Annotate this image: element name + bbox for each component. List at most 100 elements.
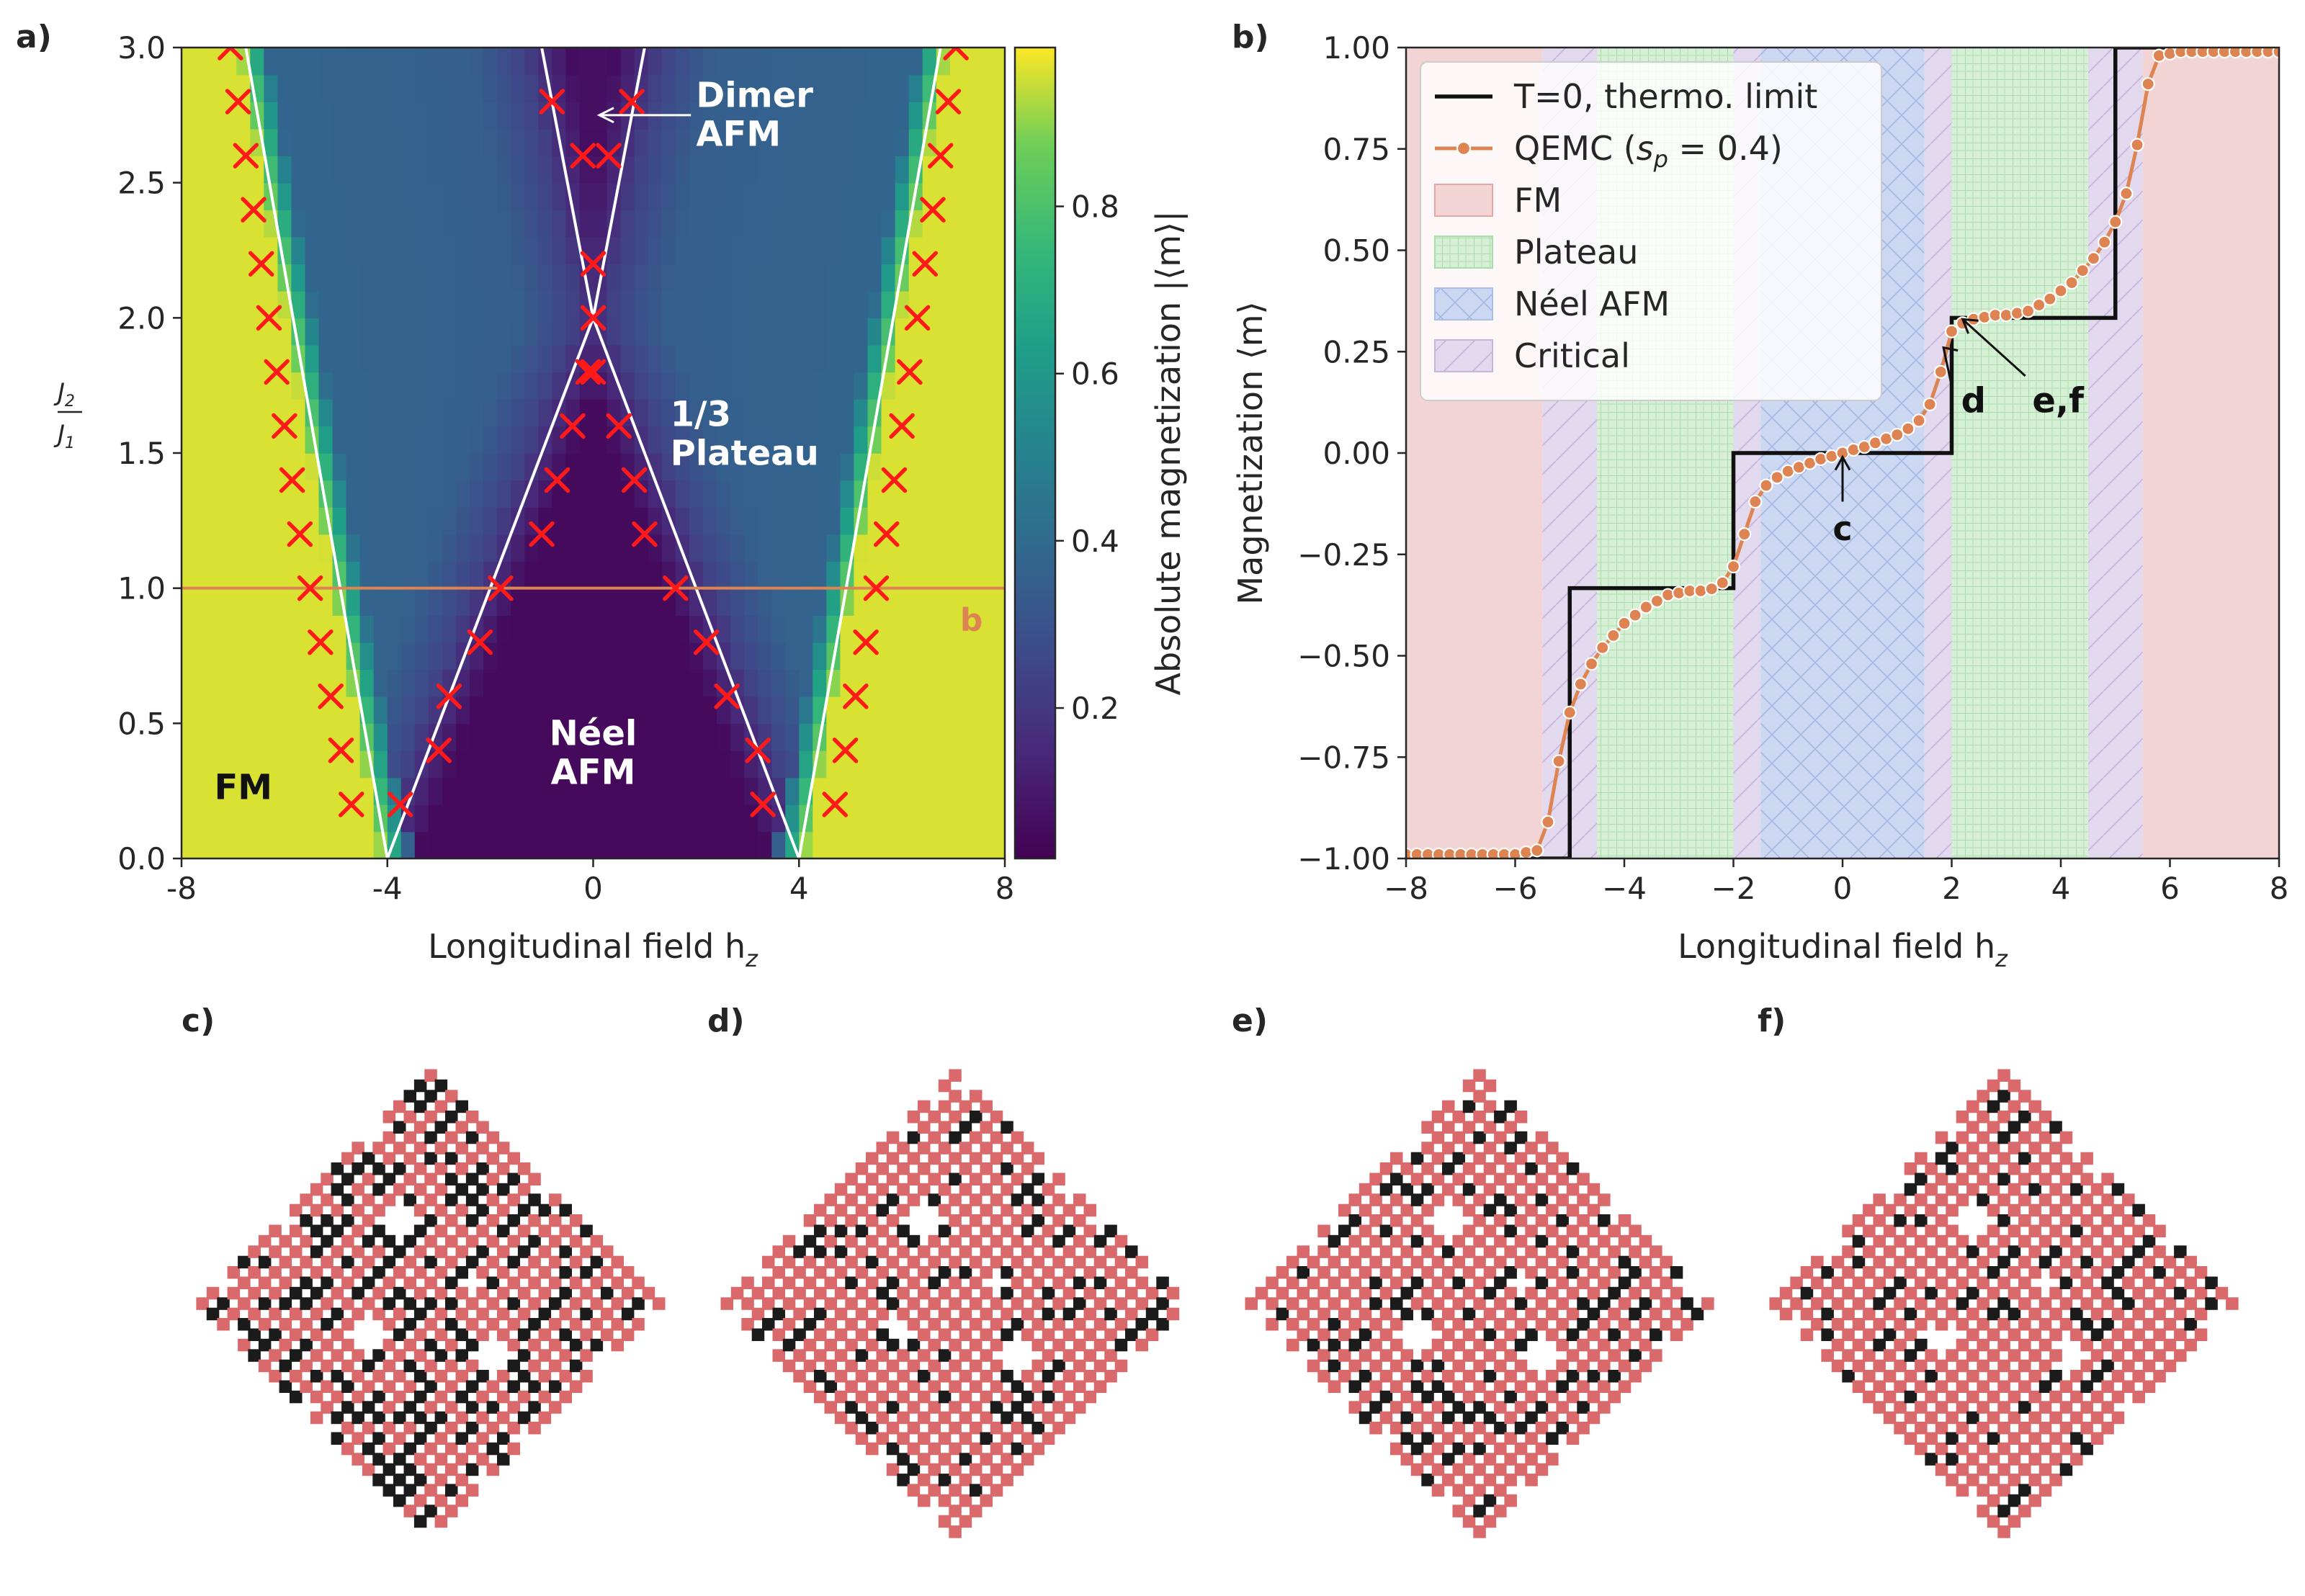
spin-down (507, 1173, 520, 1185)
heatmap-cell (661, 210, 676, 238)
heatmap-cell (428, 804, 443, 833)
heatmap-cell (359, 642, 375, 670)
spin-up (538, 1349, 552, 1362)
heatmap-cell (675, 804, 690, 833)
heatmap-cell (209, 561, 223, 589)
spin-up (2194, 1307, 2208, 1321)
spin-up (1494, 1505, 1507, 1517)
heatmap-cell (456, 210, 470, 238)
spin-up (1535, 1297, 1549, 1310)
spin-down (1566, 1266, 1580, 1279)
spin-up (549, 1401, 562, 1414)
heatmap-cell (634, 777, 649, 805)
spin-up (1462, 1203, 1476, 1217)
spin-up (782, 1359, 796, 1373)
spin-up (1525, 1432, 1538, 1445)
heatmap-cell (620, 588, 635, 616)
spin-up (1286, 1297, 1299, 1310)
heatmap-cell (552, 236, 567, 264)
spin-up (2101, 1214, 2114, 1227)
spin-down (569, 1338, 583, 1352)
heatmap-cell (332, 426, 347, 454)
spin-down (1587, 1370, 1601, 1383)
spin-down (1338, 1224, 1351, 1237)
qemc-point (2032, 297, 2046, 313)
spin-up (990, 1111, 1003, 1124)
spin-up (321, 1255, 334, 1269)
heatmap-cell (318, 398, 334, 427)
heatmap-cell (346, 344, 361, 373)
ylabel-b: Magnetization ⟨m⟩ (1231, 301, 1270, 604)
spin-up (403, 1422, 416, 1435)
heatmap-cell (387, 264, 402, 292)
spin-up (1977, 1234, 1990, 1248)
heatmap-cell (387, 750, 402, 779)
spin-up (486, 1234, 500, 1248)
heatmap-cell (332, 264, 347, 292)
spin-down (1577, 1297, 1590, 1310)
spin-up (362, 1422, 375, 1435)
spin-down (352, 1411, 364, 1425)
heatmap-cell (648, 264, 663, 292)
heatmap-cell (346, 453, 361, 481)
heatmap-cell (195, 615, 210, 643)
spin-down (403, 1297, 416, 1310)
heatmap-cell (867, 480, 882, 508)
qemc-point (1584, 657, 1599, 671)
spin-down (372, 1183, 385, 1196)
heatmap-cell (620, 453, 635, 481)
spin-up (1863, 1266, 1876, 1279)
spin-up (1987, 1203, 2000, 1217)
heatmap-cell (675, 750, 690, 779)
qemc-marker (467, 629, 493, 655)
heatmap-cell (895, 696, 910, 725)
heatmap-cell (771, 102, 787, 130)
heatmap-cell (744, 236, 758, 264)
spin-up (1800, 1307, 1814, 1321)
spin-down (1125, 1328, 1138, 1341)
heatmap-cell (195, 102, 210, 130)
spin-up (382, 1338, 396, 1352)
heatmap-cell (359, 372, 375, 400)
spin-up (476, 1453, 489, 1466)
heatmap-cell (620, 723, 635, 751)
spin-up (1660, 1297, 1673, 1310)
svg-text:J1: J1 (53, 420, 75, 452)
heatmap-cell (511, 777, 526, 805)
heatmap-cell (236, 344, 251, 373)
heatmap-cell (414, 507, 429, 535)
spin-up (897, 1411, 910, 1425)
xtick-label-b: 6 (2160, 871, 2180, 906)
heatmap-cell (799, 561, 814, 589)
spin-up (1800, 1328, 1814, 1341)
spin-up (1083, 1390, 1096, 1404)
heatmap-cell (813, 777, 828, 805)
spin-down (372, 1432, 385, 1445)
spin-down (1442, 1411, 1455, 1425)
heatmap-cell (648, 588, 663, 616)
heatmap-cell (949, 561, 964, 589)
heatmap-cell (785, 156, 800, 184)
heatmap-cell (702, 318, 717, 346)
heatmap-cell (552, 723, 567, 751)
spin-up (1535, 1318, 1549, 1331)
heatmap-cell (620, 669, 635, 697)
spin-up (1946, 1307, 1959, 1321)
spin-up (1535, 1463, 1549, 1476)
heatmap-cell (359, 831, 375, 858)
heatmap-cell (497, 777, 511, 805)
spin-up (959, 1245, 972, 1258)
heatmap-cell (387, 398, 402, 427)
spin-up (2226, 1297, 2239, 1310)
spin-up (403, 1505, 416, 1517)
heatmap-cell (771, 534, 787, 562)
heatmap-cell (442, 264, 457, 292)
spin-down (424, 1505, 437, 1517)
heatmap-cell (991, 588, 1005, 616)
spin-up (1894, 1422, 1907, 1435)
heatmap-cell (799, 426, 814, 454)
spin-up (497, 1307, 510, 1321)
heatmap-cell (977, 426, 992, 454)
spin-up (1514, 1463, 1528, 1476)
spin-up (876, 1432, 889, 1445)
